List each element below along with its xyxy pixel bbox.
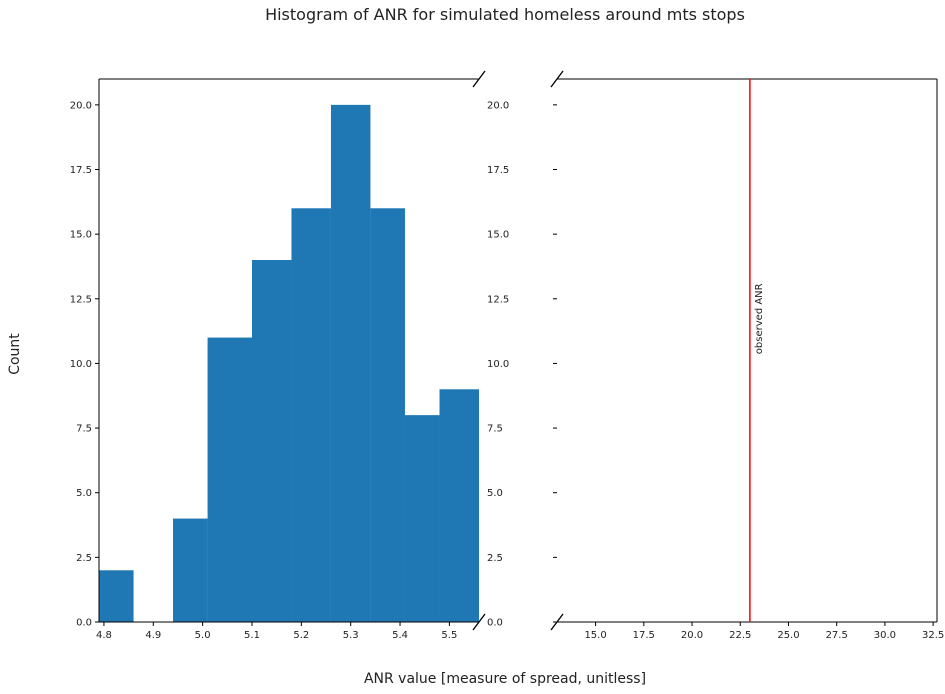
right-ytick-label-4: 10.0 [487, 359, 509, 370]
left-xtick-label-2: 5.0 [195, 630, 211, 641]
right-panel: 0.0 2.5 5.0 7.5 10.0 12.5 15.0 17.5 20.0 15.0 17.5… [487, 70, 944, 641]
right-ytick-label-3: 7.5 [487, 424, 503, 435]
left-ytick-label-4: 10.0 [70, 359, 92, 370]
right-xtick-label-1: 17.5 [633, 630, 655, 641]
left-ytick-label-7: 17.5 [70, 165, 92, 176]
left-xtick-label-3: 5.1 [244, 630, 260, 641]
histogram-bar-6 [330, 104, 371, 623]
right-xtick-label-7: 32.5 [922, 630, 944, 641]
x-axis-label: ANR value [measure of spread, unitless] [364, 671, 646, 687]
histogram-bar-2 [173, 518, 208, 622]
histogram-bar-8 [404, 415, 440, 622]
right-ytick-label-8: 20.0 [487, 100, 509, 111]
right-xtick-label-6: 30.0 [874, 630, 896, 641]
histogram-bar-4 [251, 260, 292, 622]
left-ytick-label-8: 20.0 [70, 100, 92, 111]
left-ytick-label-1: 2.5 [76, 553, 92, 564]
chart-title: Histogram of ANR for simulated homeless … [265, 5, 745, 24]
histogram-bar-7 [370, 208, 405, 623]
observed-anr-annotation: observed ANR [754, 283, 765, 354]
right-ytick-label-7: 17.5 [487, 165, 509, 176]
left-xtick-label-1: 4.9 [145, 630, 161, 641]
left-xtick-label-6: 5.4 [392, 630, 408, 641]
axis-break-mark-top-left [472, 70, 486, 88]
y-axis-label: Count [7, 333, 23, 375]
left-ytick-label-3: 7.5 [76, 424, 92, 435]
axis-break-mark-bottom-left [472, 613, 486, 631]
right-ytick-label-6: 15.0 [487, 230, 509, 241]
right-xtick-label-0: 15.0 [584, 630, 606, 641]
axis-break-mark-top-right [550, 70, 564, 88]
left-panel: 0.0 2.5 5.0 7.5 10.0 12.5 15.0 17.5 20.0 4.8 4.9 5.… [70, 70, 486, 641]
right-ytick-label-2: 5.0 [487, 488, 503, 499]
right-ytick-label-5: 12.5 [487, 294, 509, 305]
left-ytick-label-6: 15.0 [70, 230, 92, 241]
left-ytick-label-5: 12.5 [70, 294, 92, 305]
histogram-bar-5 [291, 208, 331, 623]
right-ytick-label-1: 2.5 [487, 553, 503, 564]
right-xtick-label-4: 25.0 [777, 630, 799, 641]
left-xtick-label-4: 5.2 [293, 630, 309, 641]
right-ytick-label-0: 0.0 [487, 618, 503, 629]
histogram-bar-3 [207, 337, 252, 622]
right-xtick-label-3: 22.5 [729, 630, 751, 641]
left-ytick-label-2: 5.0 [76, 488, 92, 499]
axis-break-mark-bottom-right [550, 613, 564, 631]
left-ytick-label-0: 0.0 [76, 618, 92, 629]
left-xtick-label-0: 4.8 [96, 630, 112, 641]
right-xtick-label-5: 27.5 [826, 630, 848, 641]
left-xtick-label-5: 5.3 [343, 630, 359, 641]
left-xtick-label-7: 5.5 [441, 630, 457, 641]
right-xtick-label-2: 20.0 [681, 630, 703, 641]
histogram-bar-9 [439, 389, 479, 622]
histogram-bar-0 [99, 570, 134, 622]
